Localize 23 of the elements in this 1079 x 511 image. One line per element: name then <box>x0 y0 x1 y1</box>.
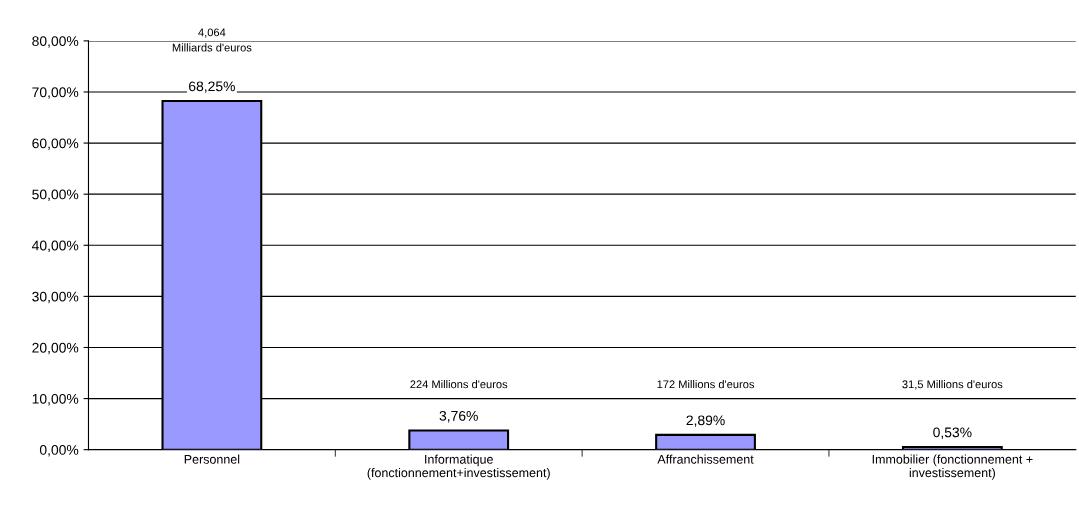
x-tick-label: Affranchissement <box>657 454 754 464</box>
y-tick-label: 0,00% <box>39 445 79 457</box>
y-tick-label: 70,00% <box>32 87 79 99</box>
data-label: 2,89% <box>686 415 725 427</box>
y-tick-label: 10,00% <box>32 393 79 406</box>
y-tick-label: 30,00% <box>32 291 79 304</box>
bar <box>655 433 756 450</box>
y-tick-label: 40,00% <box>31 240 79 253</box>
y-tick-label: 50,00% <box>32 189 79 201</box>
data-label: 3,76% <box>439 410 478 423</box>
annotation: 4,064 Milliards d'euros <box>172 28 252 52</box>
data-label: 68,25% <box>189 81 235 93</box>
annotation: 224 Millions d'euros <box>410 380 508 389</box>
x-tick-label: Personnel <box>184 454 240 464</box>
annotation: 31,5 Millions d'euros <box>902 380 1003 390</box>
data-label: 0,53% <box>933 427 972 439</box>
y-tick-label: 60,00% <box>32 138 79 150</box>
y-tick-label: 20,00% <box>32 342 79 355</box>
annotation: 172 Millions d'euros <box>657 380 755 389</box>
bar <box>408 429 510 450</box>
x-tick-label: Informatique (fonctionnement+investissement) <box>367 454 550 480</box>
y-tick-label: 80,00% <box>32 36 79 48</box>
x-tick-label: Immobilier (fonctionnement + investissement) <box>872 454 1033 480</box>
